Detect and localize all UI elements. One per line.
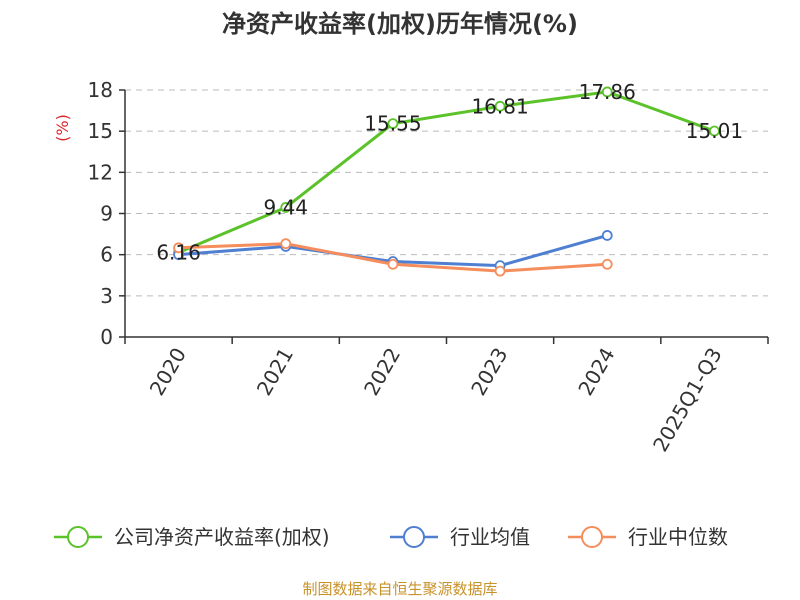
grid-lines <box>125 89 768 297</box>
legend-label: 公司净资产收益率(加权) <box>114 525 330 549</box>
legend-marker <box>581 526 603 548</box>
y-tick-label: 6 <box>100 243 113 267</box>
legend: 公司净资产收益率(加权) 行业均值 行业中位数 <box>54 525 728 549</box>
data-point <box>387 258 399 270</box>
data-point <box>173 242 184 254</box>
series-layer <box>173 86 720 277</box>
data-point <box>280 202 292 213</box>
data-label: 9.44 <box>263 195 308 219</box>
y-tick-label: 15 <box>88 119 113 143</box>
legend-label: 行业均值 <box>450 525 530 549</box>
data-labels: 6.16 9.44 15.55 16.81 17.86 15.01 <box>156 80 743 265</box>
data-label: 15.55 <box>364 112 421 136</box>
data-point <box>280 238 292 250</box>
data-label: 17.86 <box>579 80 636 104</box>
legend-label: 行业中位数 <box>628 525 728 549</box>
data-label: 6.16 <box>156 240 201 264</box>
data-point <box>601 230 613 241</box>
x-tick-label: 2025Q1-Q3 <box>648 344 727 456</box>
source-note: 制图数据来自恒生聚源数据库 <box>302 580 497 598</box>
data-point <box>709 125 720 137</box>
data-point <box>494 265 506 277</box>
y-tick-label: 12 <box>88 160 113 184</box>
y-tick-label: 3 <box>100 284 113 308</box>
y-tick-label: 0 <box>100 325 113 349</box>
x-tick-label: 2024 <box>573 344 619 400</box>
y-tick-label: 18 <box>88 78 113 102</box>
data-point <box>601 86 613 98</box>
data-label: 15.01 <box>686 119 743 143</box>
x-tick-label: 2021 <box>252 344 298 400</box>
x-tick-label: 2023 <box>466 344 512 400</box>
legend-marker <box>67 526 89 548</box>
data-label: 16.81 <box>471 94 528 118</box>
data-point <box>601 258 613 270</box>
x-tick-label: 2020 <box>145 344 191 400</box>
data-point <box>494 100 506 112</box>
series-line-0 <box>178 90 715 254</box>
legend-marker <box>403 526 425 548</box>
chart-title: 净资产收益率(加权)历年情况(%) <box>222 10 578 38</box>
y-axis-label: (%) <box>53 114 72 142</box>
y-tick-label: 9 <box>100 202 113 226</box>
data-point <box>387 118 399 130</box>
x-tick-label: 2022 <box>359 344 405 400</box>
